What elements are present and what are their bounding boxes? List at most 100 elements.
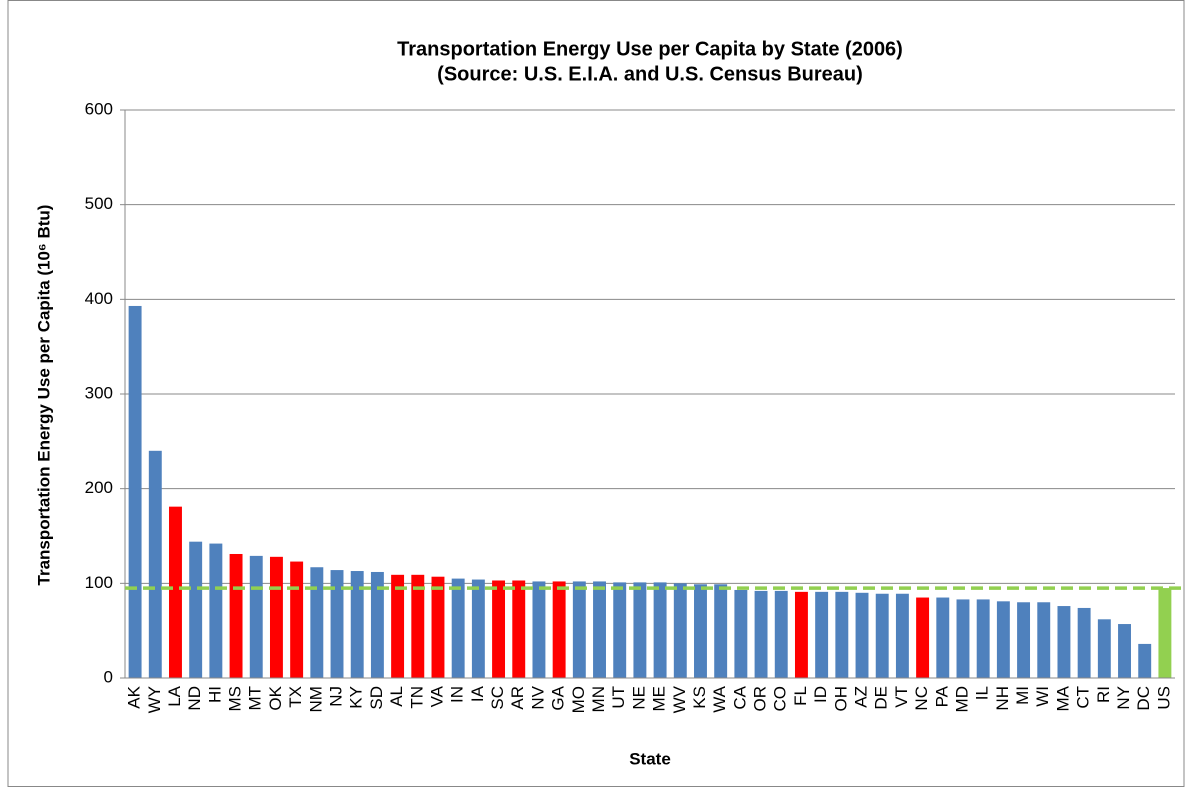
bar <box>1057 606 1071 678</box>
bar <box>734 589 748 678</box>
chart-title: Transportation Energy Use per Capita by … <box>397 38 903 60</box>
y-tick-label: 400 <box>85 289 113 308</box>
y-tick-label: 300 <box>85 383 113 402</box>
bar <box>148 450 162 678</box>
x-tick-label: ND <box>185 686 204 711</box>
bar <box>976 599 990 678</box>
bar <box>996 601 1010 678</box>
x-tick-label: CO <box>771 686 790 712</box>
bar <box>249 555 263 678</box>
chart-subtitle: (Source: U.S. E.I.A. and U.S. Census Bur… <box>437 63 863 85</box>
x-tick-label: ID <box>811 686 830 703</box>
bar <box>189 541 203 678</box>
x-tick-label: RI <box>1094 686 1113 703</box>
x-tick-label: IN <box>448 686 467 703</box>
bar <box>754 590 768 678</box>
x-tick-label: OK <box>266 685 285 710</box>
x-tick-label: DC <box>1134 686 1153 711</box>
bar <box>593 581 606 678</box>
bar <box>794 591 808 678</box>
x-tick-label: HI <box>205 686 224 703</box>
bar <box>471 579 485 678</box>
x-tick-label: NJ <box>327 686 346 707</box>
x-tick-label: NY <box>1114 686 1133 710</box>
y-tick-label: 600 <box>85 99 113 118</box>
bar <box>411 574 425 678</box>
x-tick-label: SC <box>488 686 507 710</box>
bar <box>350 571 364 678</box>
y-tick-label: 200 <box>85 478 113 497</box>
bar <box>774 590 788 678</box>
x-tick-label: VT <box>892 686 911 708</box>
x-tick-label: WV <box>670 685 689 713</box>
x-tick-label: PA <box>932 685 951 707</box>
bar <box>512 580 526 678</box>
y-axis-label: Transportation Energy Use per Capita (10… <box>34 205 53 586</box>
bar <box>855 592 869 678</box>
bar <box>431 576 445 678</box>
x-tick-label: TX <box>286 686 305 708</box>
bar <box>673 583 687 678</box>
x-tick-label: CT <box>1074 686 1093 709</box>
x-tick-label: WY <box>145 686 164 713</box>
x-tick-label: MD <box>952 686 971 712</box>
bar <box>269 556 283 678</box>
x-tick-label: AL <box>387 686 406 707</box>
bar <box>310 567 324 678</box>
x-tick-label: AR <box>508 686 527 710</box>
bar <box>1037 602 1051 678</box>
x-tick-label: AK <box>125 685 144 708</box>
bar <box>835 591 849 678</box>
x-tick-label: KS <box>690 686 709 709</box>
bar <box>936 597 950 678</box>
bar <box>552 581 566 678</box>
x-tick-label: IL <box>973 686 992 700</box>
bar <box>572 581 586 678</box>
x-tick-label: NM <box>306 686 325 712</box>
x-tick-label: MI <box>1013 686 1032 705</box>
x-tick-label: OH <box>831 686 850 712</box>
x-tick-label: AZ <box>852 686 871 708</box>
bar <box>290 561 304 678</box>
bar <box>532 581 546 678</box>
x-tick-label: NH <box>993 686 1012 711</box>
bar <box>1077 607 1091 678</box>
x-tick-label: FL <box>791 686 810 706</box>
bar <box>128 305 142 678</box>
bar <box>956 599 970 678</box>
x-tick-label: MO <box>569 686 588 713</box>
bar <box>895 593 909 678</box>
x-tick-label: IA <box>468 685 487 702</box>
x-tick-label: TN <box>407 686 426 709</box>
x-tick-label: DE <box>872 686 891 710</box>
bar <box>916 597 930 678</box>
bar <box>492 580 506 678</box>
bar <box>653 582 667 678</box>
bar <box>1017 602 1031 678</box>
x-tick-label: MN <box>589 686 608 712</box>
x-tick-label: UT <box>609 686 628 709</box>
x-tick-label: US <box>1154 686 1173 710</box>
bar <box>330 570 344 678</box>
bar <box>1158 588 1172 678</box>
x-tick-label: SD <box>367 686 386 710</box>
x-axis-label: State <box>629 749 671 768</box>
x-tick-label: NC <box>912 686 931 711</box>
x-tick-label: VA <box>427 685 446 707</box>
bar <box>1097 619 1111 678</box>
x-tick-label: CA <box>730 685 749 709</box>
bar <box>209 543 223 678</box>
bar <box>714 584 728 678</box>
bar <box>169 506 182 678</box>
x-tick-label: MT <box>246 686 265 711</box>
x-tick-label: OR <box>751 686 770 712</box>
x-tick-label: NV <box>528 685 547 709</box>
bar <box>451 578 465 678</box>
bar <box>391 574 405 678</box>
y-tick-label: 0 <box>104 667 113 686</box>
bar <box>694 584 707 678</box>
bar <box>815 591 829 678</box>
bar <box>370 571 384 678</box>
bar <box>613 582 627 678</box>
bar <box>1118 624 1131 678</box>
